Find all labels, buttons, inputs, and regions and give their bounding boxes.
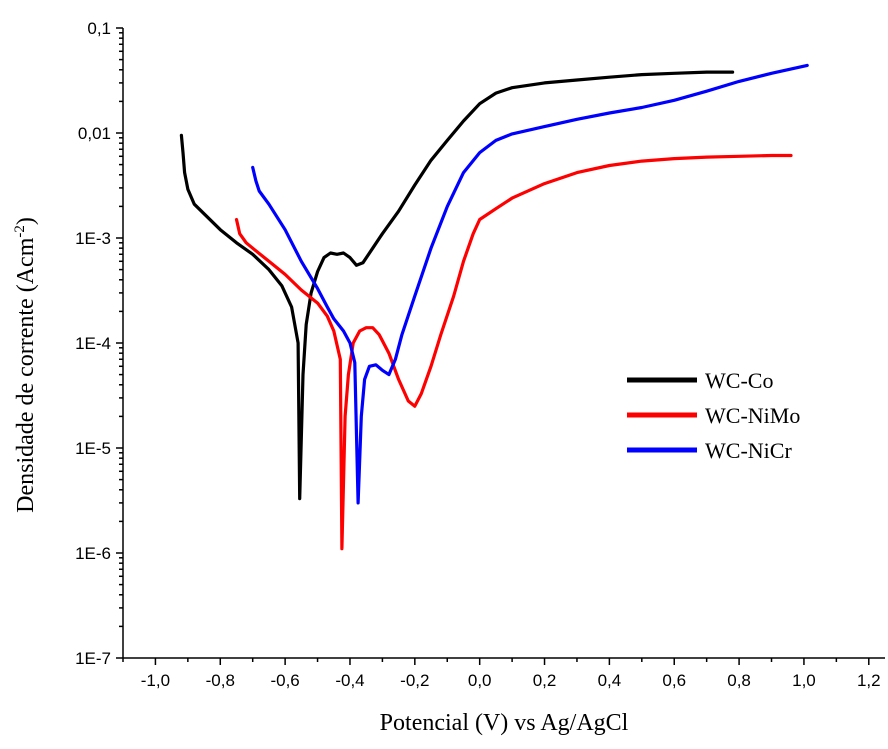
- y-axis-title: Densidade de corrente (Acm-2): [12, 217, 39, 513]
- x-ticks-group: -1,0 -0,8 -0,6 -0,4 -0,2 0,0 0,2 0,4 0,6 0,8 1,0 1,…: [122, 658, 881, 690]
- x-tick-label: -0,8: [206, 671, 235, 690]
- x-tick-label: 0,2: [533, 671, 557, 690]
- series-line-wc-nimo: [234, 153, 793, 551]
- y-axis-title-close: ): [13, 217, 39, 225]
- x-tick-label: -0,6: [270, 671, 299, 690]
- x-tick-label: 1,2: [857, 671, 881, 690]
- series-group: [179, 63, 809, 551]
- y-tick-label: 1E-5: [75, 439, 111, 458]
- y-tick-label: 1E-6: [75, 544, 111, 563]
- y-tick-label: 0,1: [87, 19, 111, 38]
- series-line-wc-nicr: [251, 63, 809, 505]
- legend-label-wc-co: WC-Co: [705, 368, 773, 393]
- x-tick-label: 0,6: [662, 671, 686, 690]
- y-tick-label: 1E-3: [75, 229, 111, 248]
- x-tick-label: -0,4: [335, 671, 364, 690]
- y-tick-label: 1E-7: [75, 649, 111, 668]
- series-line-wc-co: [179, 70, 735, 501]
- y-tick-label: 0,01: [78, 124, 111, 143]
- y-axis-title-main: Densidade de corrente (Acm: [13, 237, 39, 513]
- legend: WC-Co WC-NiMo WC-NiCr: [627, 368, 800, 463]
- x-tick-label: 0,0: [468, 671, 492, 690]
- y-ticks-group: 1E-7 1E-6 1E-5 1E-4 1E-3 0,01 0,1: [75, 19, 123, 668]
- x-tick-label: -1,0: [141, 671, 170, 690]
- legend-label-wc-nimo: WC-NiMo: [705, 403, 800, 428]
- x-tick-label: 1,0: [792, 671, 816, 690]
- legend-label-wc-nicr: WC-NiCr: [705, 438, 792, 463]
- y-axis-title-superscript: -2: [12, 225, 28, 238]
- x-tick-label: 0,8: [727, 671, 751, 690]
- x-tick-label: 0,4: [598, 671, 622, 690]
- y-tick-label: 1E-4: [75, 334, 111, 353]
- axes-group: [122, 28, 885, 659]
- x-axis-title: Potencial (V) vs Ag/AgCl: [380, 710, 629, 736]
- x-tick-label: -0,2: [400, 671, 429, 690]
